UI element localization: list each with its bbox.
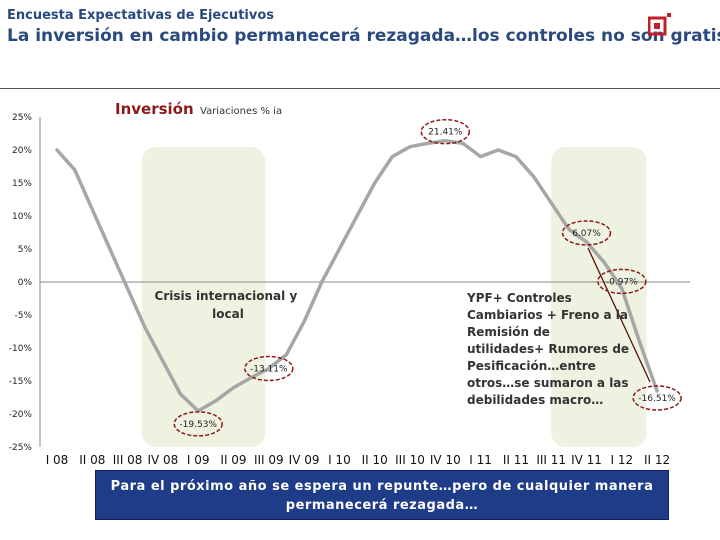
x-tick-label: I 11: [469, 453, 492, 465]
data-label: -19.53%: [179, 420, 217, 430]
brand-logo-icon: [648, 13, 671, 36]
x-tick-label: III 09: [254, 453, 284, 465]
x-tick-label: II 08: [79, 453, 105, 465]
annotation-ypf-line-3: Remisión de: [467, 325, 550, 339]
highlight-circle: [597, 268, 647, 295]
arrow-line: [587, 247, 651, 383]
data-label: -0.97%: [606, 277, 638, 287]
data-label: 6.07%: [572, 229, 601, 239]
page-supertitle: Encuesta Expectativas de Ejecutivos: [7, 8, 275, 23]
x-tick-label: III 11: [536, 453, 566, 465]
annotation-ypf-line-4: utilidades+ Rumores de: [467, 342, 629, 356]
data-label: -16.51%: [638, 394, 676, 404]
y-tick-label: 25%: [12, 113, 32, 123]
footer-banner: Para el próximo año se espera un repunte…: [95, 470, 669, 520]
y-tick-label: 15%: [12, 179, 32, 189]
x-tick-label: II 09: [220, 453, 246, 465]
chart-title: Inversión: [115, 100, 194, 118]
series-line-inversion: [55, 138, 659, 413]
x-tick-label: IV 09: [289, 453, 320, 465]
x-tick-label: II 11: [503, 453, 529, 465]
x-tick-label: IV 10: [430, 453, 461, 465]
x-tick-label: IV 11: [571, 453, 602, 465]
x-tick-label: I 08: [46, 453, 69, 465]
y-tick-label: -5%: [14, 311, 32, 321]
annotation-crisis: Crisis internacional y local: [155, 289, 302, 321]
annotation-ypf: YPF+ Controles Cambiarios + Freno a la R…: [466, 291, 633, 407]
x-tick-label: I 10: [328, 453, 351, 465]
annotation-crisis-line-2: local: [212, 307, 244, 321]
y-tick-label: -20%: [9, 410, 33, 420]
highlight-circle: [561, 220, 612, 246]
highlight-circle: [632, 385, 682, 411]
chart-subtitle: Variaciones % ia: [200, 106, 282, 117]
data-labels: 21.41% 6.07% -0.97% -16.51% -13.11% -19.53%: [179, 128, 676, 430]
y-tick-label: -15%: [9, 377, 33, 387]
highlight-circle: [244, 355, 294, 382]
y-tick-label: 10%: [12, 212, 32, 222]
annotation-ypf-line-7: debilidades macro…: [467, 393, 603, 407]
header-divider: [0, 88, 720, 89]
data-label: -13.11%: [250, 365, 288, 375]
annotation-ypf-line-2: Cambiarios + Freno a la: [467, 308, 628, 322]
x-tick-label: IV 08: [147, 453, 178, 465]
y-tick-label: 5%: [18, 245, 33, 255]
x-tick-label: III 10: [395, 453, 425, 465]
data-label: 21.41%: [428, 128, 463, 138]
x-tick-label: III 08: [113, 453, 143, 465]
y-tick-label: 0%: [18, 278, 33, 288]
annotation-crisis-line-1: Crisis internacional y: [155, 289, 298, 303]
x-tick-label: I 12: [610, 453, 633, 465]
y-tick-label: 20%: [12, 146, 32, 156]
highlight-circles: [173, 118, 682, 437]
annotation-ypf-line-5: Pesificación…entre: [467, 359, 596, 373]
investment-line-chart: 25% 20% 15% 10% 5% 0% -5% -10% -15% -20% -25% I 08…: [9, 100, 690, 465]
banner-line-1: Para el próximo año se espera un repunte…: [110, 479, 654, 494]
banner-line-2: permanecerá rezagada…: [285, 498, 479, 513]
page-title: La inversión en cambio permanecerá rezag…: [7, 26, 720, 46]
y-ticks: 25% 20% 15% 10% 5% 0% -5% -10% -15% -20% -25%: [9, 113, 33, 453]
highlight-circle: [173, 411, 223, 437]
shaded-period-1: [141, 147, 266, 447]
x-ticks: I 08 II 08 III 08 IV 08 I 09 II 09 III 09 IV 09…: [46, 453, 670, 465]
highlight-circle: [420, 118, 471, 145]
annotation-ypf-line-1: YPF+ Controles: [466, 291, 572, 305]
y-tick-label: -25%: [9, 443, 33, 453]
y-tick-label: -10%: [9, 344, 33, 354]
x-tick-label: I 09: [187, 453, 210, 465]
x-tick-label: II 10: [362, 453, 388, 465]
x-tick-label: II 12: [644, 453, 670, 465]
annotation-ypf-line-6: otros…se sumaron a las: [467, 376, 629, 390]
